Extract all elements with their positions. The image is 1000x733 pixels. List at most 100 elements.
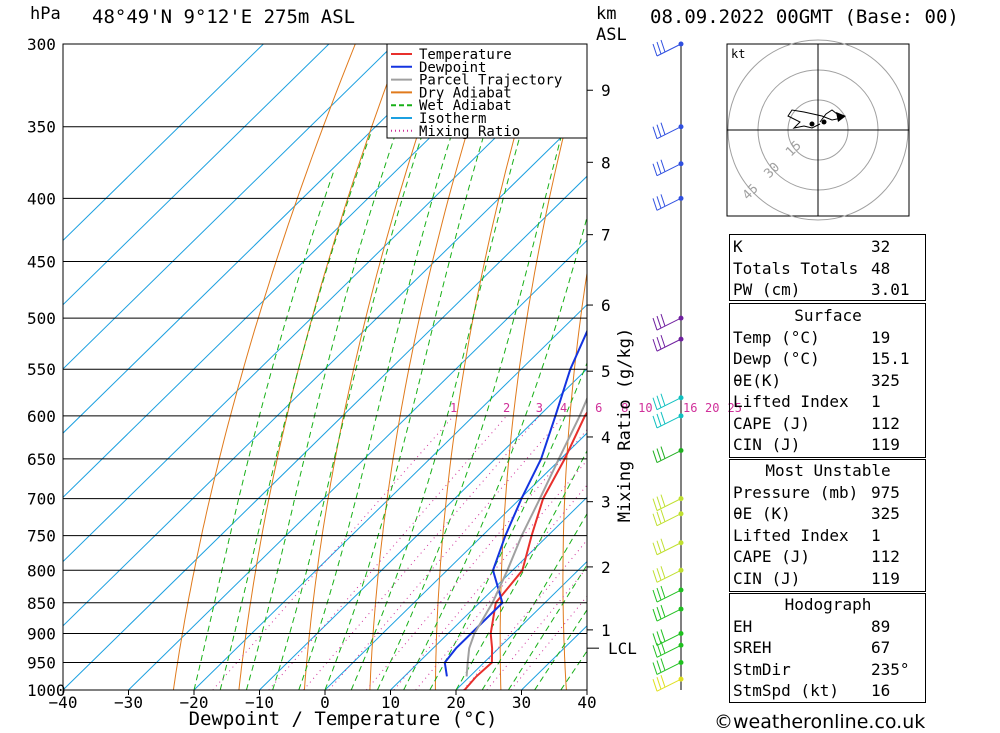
wind-barb-flag xyxy=(656,660,662,673)
index-row-pw: PW (cm) 3.01 xyxy=(729,279,927,301)
legend-frame xyxy=(386,43,588,139)
pressure-tick-label: 350 xyxy=(27,118,56,137)
series-dewpoint xyxy=(443,329,587,677)
index-row: Pressure (mb) 975 xyxy=(729,482,927,504)
wind-barb-flag xyxy=(660,629,666,642)
wind-barb-flag xyxy=(652,662,658,675)
pressure-tick-label: 800 xyxy=(27,561,56,580)
index-label: CIN (J) xyxy=(733,568,801,588)
index-value: 112 xyxy=(871,413,900,433)
general-indices-table: K 32 Totals Totals 48 PW (cm) 3.01 xyxy=(729,236,927,301)
legend-label: Wet Adiabat xyxy=(419,98,512,114)
index-label: Lifted Index xyxy=(733,392,849,411)
legend-label: Parcel Trajectory xyxy=(419,73,562,89)
wind-barb-shaft xyxy=(656,589,682,603)
wind-barb-shaft xyxy=(656,163,682,177)
wind-barb-shaft xyxy=(656,608,682,622)
wind-barb-flag xyxy=(652,633,658,646)
temperature-tick-label: 40 xyxy=(577,693,596,712)
wind-barb-flag xyxy=(660,538,666,551)
pressure-tick-label: 900 xyxy=(27,624,56,643)
index-row: StmDir 235° xyxy=(729,659,927,681)
hodograph-unit-label: kt xyxy=(731,47,745,61)
wet-adiabat-line xyxy=(429,361,587,690)
wind-barb-flag xyxy=(652,338,658,352)
height-tick-label: 3 xyxy=(601,493,611,512)
mixing-ratio-value-label: 16 xyxy=(683,401,697,415)
wind-barb-flag xyxy=(656,336,662,350)
wind-barb-flag xyxy=(660,604,666,618)
wind-barb-flag xyxy=(656,540,662,553)
wet-adiabat-line xyxy=(324,44,513,690)
mixing-ratio-axis-label: Mixing Ratio (g/kg) xyxy=(615,328,635,522)
index-value: 112 xyxy=(871,547,900,566)
most-unstable-table: Most Unstable Pressure (mb) 975 θE (K) 325… xyxy=(729,460,927,589)
wet-adiabat-line xyxy=(219,134,371,690)
wind-barb-flag xyxy=(652,126,658,139)
temperature-tick-label: −40 xyxy=(49,693,78,712)
wind-barb-flag xyxy=(652,542,658,555)
index-value: 32 xyxy=(871,237,891,256)
temperature-tick-label: 30 xyxy=(512,693,531,712)
dry-adiabat-line xyxy=(172,44,356,690)
index-label: Dewp (°C) xyxy=(733,349,820,368)
legend-label: Mixing Ratio xyxy=(419,124,520,140)
mixing-ratio-line xyxy=(486,566,587,690)
wind-barb-shaft xyxy=(656,126,682,140)
mixing-ratio-value-label: 20 xyxy=(705,401,719,415)
wind-barb-shaft xyxy=(656,397,682,411)
surface-indices-box xyxy=(729,303,926,458)
x-axis-label: Dewpoint / Temperature (°C) xyxy=(189,708,498,730)
wind-barb-flag xyxy=(656,677,662,690)
hodograph-storm-dot xyxy=(821,119,827,125)
index-label: StmDir xyxy=(733,659,791,679)
index-row: StmSpd (kt) 16 xyxy=(729,680,927,702)
wind-barb-flag xyxy=(656,315,662,329)
height-tick-label: 9 xyxy=(601,81,611,100)
index-row-totals: Totals Totals 48 xyxy=(729,258,927,280)
wind-barb-flag xyxy=(656,631,662,644)
wind-barb-flag xyxy=(660,159,666,172)
index-label: θE (K) xyxy=(733,504,791,523)
pressure-tick-label: 550 xyxy=(27,360,56,379)
height-tick-label: 5 xyxy=(601,362,611,381)
pressure-unit-label: hPa xyxy=(30,4,61,24)
height-unit-km: km xyxy=(596,4,617,24)
mixing-ratio-value-label: 3 xyxy=(536,401,543,415)
storm-motion-arrow xyxy=(836,112,846,122)
pressure-tick-label: 950 xyxy=(27,653,56,672)
index-row: CAPE (J) 112 xyxy=(729,546,927,568)
wind-barb-shaft xyxy=(656,415,682,429)
height-tick-label: 1 xyxy=(601,621,611,640)
index-label: PW (cm) xyxy=(733,280,801,299)
index-row: Dewp (°C) 15.1 xyxy=(729,348,927,370)
wind-barb-flag xyxy=(652,43,658,57)
wind-barb-flag xyxy=(652,415,658,429)
wind-barb-shaft xyxy=(656,569,682,583)
hodograph-indices-table: Hodograph EH 89 SREH 67 StmDir 235° StmSpd … xyxy=(729,594,927,702)
index-label: Totals Totals xyxy=(733,258,859,278)
wind-barb-flag xyxy=(652,589,658,603)
mixing-ratio-line xyxy=(328,415,564,690)
wind-barb-flag xyxy=(660,641,666,654)
height-tick-label: 8 xyxy=(601,153,611,172)
wind-barb-flag xyxy=(660,566,666,579)
axes: 3003504004505005506006507007508008509009… xyxy=(27,35,742,730)
index-row: CIN (J) 119 xyxy=(729,568,927,590)
isotherm-line xyxy=(455,560,587,690)
index-row: EH 89 xyxy=(729,616,927,638)
mixing-ratio-line xyxy=(366,428,587,690)
wind-barb-flag xyxy=(656,124,662,137)
wind-barb-flag xyxy=(656,395,662,408)
isotherm-line xyxy=(63,44,330,306)
lcl-label: LCL xyxy=(608,639,637,658)
most-unstable-title: Most Unstable xyxy=(765,461,891,480)
index-value: 975 xyxy=(871,482,900,502)
index-row: SREH 67 xyxy=(729,637,927,659)
legend-label: Dry Adiabat xyxy=(419,85,512,101)
wet-adiabat-line xyxy=(245,94,410,690)
index-row: Lifted Index 1 xyxy=(729,391,927,413)
